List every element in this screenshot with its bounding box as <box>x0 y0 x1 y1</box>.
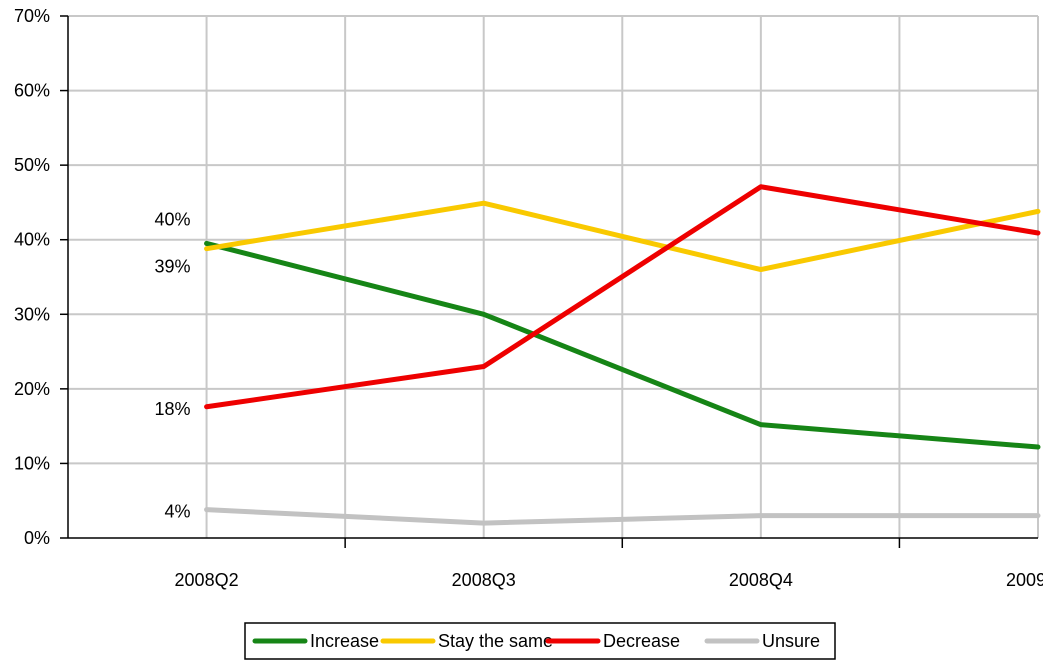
x-axis-tick-label: 2008Q3 <box>452 570 516 590</box>
x-axis-tick-label: 2008Q4 <box>729 570 793 590</box>
grid-lines <box>68 15 1039 538</box>
y-axis-tick-label: 20% <box>14 379 50 399</box>
series-line-stay-the-same <box>204 200 1041 273</box>
legend: Increase Stay the same Decrease Unsure <box>244 622 836 660</box>
series-line-increase <box>204 240 1041 450</box>
data-label: 39% <box>155 257 191 277</box>
y-axis-tick-label: 40% <box>14 230 50 250</box>
x-axis-tick-labels: 2008Q2 2008Q3 2008Q4 2009Q1 <box>175 570 1043 590</box>
y-axis-tick-label: 30% <box>14 304 50 324</box>
y-axis-tick-labels: 0% 10% 20% 30% 40% 50% 60% 70% <box>14 6 50 548</box>
y-axis-tick-label: 60% <box>14 81 50 101</box>
data-label: 4% <box>165 502 191 522</box>
legend-label: Stay the same <box>438 631 553 651</box>
y-axis-tick-label: 50% <box>14 155 50 175</box>
data-labels: 40%12%39%44%18%41%4%3% <box>155 209 191 522</box>
data-label: 18% <box>155 399 191 419</box>
data-label: 40% <box>155 209 191 229</box>
y-axis-tick-label: 70% <box>14 6 50 26</box>
x-axis-tick-label: 2008Q2 <box>175 570 239 590</box>
legend-label: Decrease <box>603 631 680 651</box>
legend-label: Unsure <box>762 631 820 651</box>
x-axis-tick-label: 2009Q1 <box>1006 570 1043 590</box>
y-axis-tick-label: 0% <box>24 528 50 548</box>
series-line-unsure <box>204 507 1041 526</box>
series-line-decrease <box>204 184 1041 410</box>
legend-label: Increase <box>310 631 379 651</box>
axes <box>60 15 1038 548</box>
series-lines <box>204 184 1041 526</box>
y-axis-tick-label: 10% <box>14 453 50 473</box>
